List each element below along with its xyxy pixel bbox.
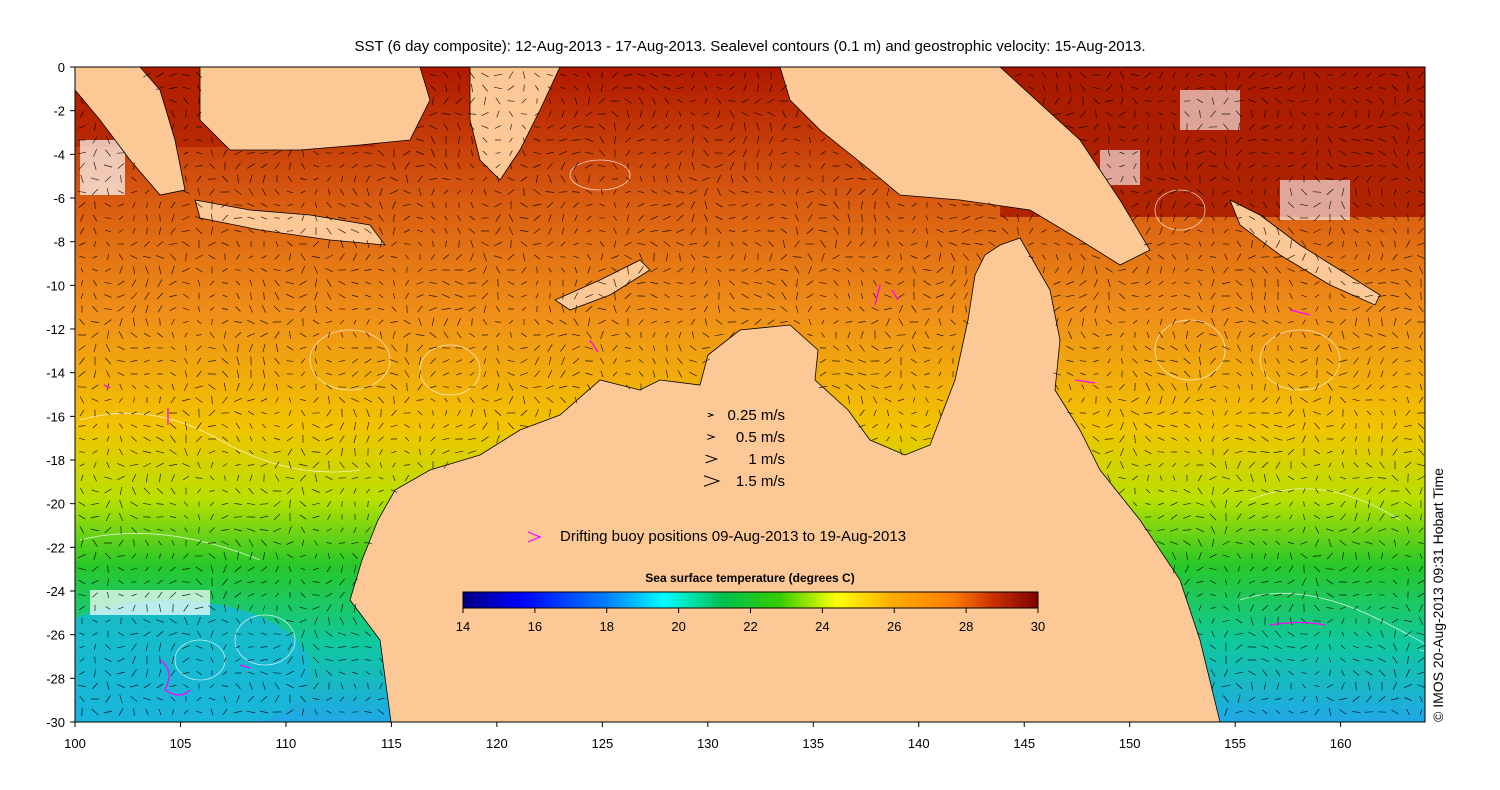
y-tick-label: -28 xyxy=(46,671,65,686)
java-landmass xyxy=(194,199,386,246)
new-guinea-landmass xyxy=(779,67,1151,266)
buoy-legend-label: Drifting buoy positions 09-Aug-2013 to 1… xyxy=(560,528,906,545)
velocity-legend: 0.25 m/s 0.5 m/s 1 m/s 1.5 m/s xyxy=(703,407,785,490)
velocity-legend-label: 1.5 m/s xyxy=(736,473,785,490)
y-tick-label: -4 xyxy=(53,147,65,162)
x-tick-label: 125 xyxy=(591,736,613,751)
x-axis: 100 105 110 115 120 125 130 135 140 145 150 155 160 xyxy=(64,722,1351,751)
x-tick-label: 145 xyxy=(1013,736,1035,751)
buoy-track xyxy=(159,659,191,696)
colorbar-tick-label: 22 xyxy=(743,619,757,634)
buoy-track xyxy=(1289,309,1311,316)
y-tick-label: -6 xyxy=(53,191,65,206)
colorbar-tick-label: 16 xyxy=(528,619,542,634)
y-tick-label: -18 xyxy=(46,453,65,468)
colorbar-tick-label: 30 xyxy=(1031,619,1045,634)
buoy-track xyxy=(589,339,599,353)
y-axis: 0 -2 -4 -6 -8 -10 -12 -14 -16 -18 -20 -22 -24 -26 -28 -… xyxy=(46,60,75,730)
colorbar: Sea surface temperature (degrees C) 14 16… xyxy=(456,571,1045,634)
colorbar-tick-label: 14 xyxy=(456,619,470,634)
x-tick-label: 155 xyxy=(1224,736,1246,751)
y-tick-label: 0 xyxy=(58,60,65,75)
buoy-track xyxy=(874,284,881,306)
x-tick-label: 160 xyxy=(1330,736,1352,751)
x-tick-label: 110 xyxy=(276,736,297,751)
sumatra-landmass xyxy=(75,67,186,196)
velocity-legend-arrow xyxy=(707,434,716,440)
geostrophic-velocity-vectors xyxy=(77,70,1425,717)
x-tick-label: 105 xyxy=(170,736,192,751)
colorbar-tick-label: 24 xyxy=(815,619,829,634)
velocity-legend-arrow xyxy=(703,475,721,487)
buoy-track xyxy=(239,664,251,669)
buoy-track xyxy=(1074,379,1096,384)
colorbar-tick-label: 26 xyxy=(887,619,901,634)
y-tick-label: -22 xyxy=(46,540,65,555)
buoy-track xyxy=(891,289,899,301)
buoy-track xyxy=(103,384,111,389)
colorbar-ramp xyxy=(462,591,1039,609)
x-tick-label: 130 xyxy=(697,736,719,751)
y-tick-label: -8 xyxy=(53,235,65,250)
x-tick-label: 140 xyxy=(908,736,930,751)
y-tick-label: -16 xyxy=(46,409,65,424)
buoy-tracks xyxy=(103,284,1326,696)
x-tick-label: 135 xyxy=(802,736,824,751)
velocity-legend-arrow xyxy=(707,412,715,418)
buoy-legend-marker xyxy=(527,531,542,543)
borneo-landmass xyxy=(199,67,431,151)
y-tick-label: -24 xyxy=(46,584,65,599)
cool-southwest-region xyxy=(75,600,310,722)
y-tick-label: -20 xyxy=(46,497,65,512)
velocity-legend-arrow xyxy=(705,454,719,464)
plot-frame xyxy=(74,66,1426,723)
colorbar-tick-label: 18 xyxy=(600,619,614,634)
x-tick-label: 100 xyxy=(64,736,86,751)
colorbar-ticks: 14 16 18 20 22 24 26 28 30 xyxy=(456,608,1045,634)
x-tick-label: 115 xyxy=(381,736,402,751)
buoy-track xyxy=(1269,621,1326,626)
colorbar-tick-label: 28 xyxy=(959,619,973,634)
buoy-legend: Drifting buoy positions 09-Aug-2013 to 1… xyxy=(527,528,906,545)
velocity-vectors-path xyxy=(77,70,1425,717)
x-tick-label: 120 xyxy=(486,736,508,751)
y-tick-label: -10 xyxy=(46,278,65,293)
colorbar-title: Sea surface temperature (degrees C) xyxy=(645,571,854,585)
timor-landmass xyxy=(554,259,651,311)
velocity-legend-label: 0.5 m/s xyxy=(736,429,785,446)
copyright-label: © IMOS 20-Aug-2013 09:31 Hobart Time xyxy=(1430,468,1446,722)
y-tick-label: -14 xyxy=(46,366,65,381)
y-tick-label: -26 xyxy=(46,628,65,643)
colorbar-tick-label: 20 xyxy=(671,619,685,634)
velocity-legend-label: 1 m/s xyxy=(748,451,785,468)
y-tick-label: -2 xyxy=(53,104,65,119)
y-tick-label: -12 xyxy=(46,322,65,337)
x-tick-label: 150 xyxy=(1119,736,1141,751)
y-tick-label: -30 xyxy=(46,715,65,730)
solomon-islands-landmass xyxy=(1229,199,1381,306)
velocity-legend-label: 0.25 m/s xyxy=(727,407,785,424)
map-title: SST (6 day composite): 12-Aug-2013 - 17-… xyxy=(354,38,1146,55)
